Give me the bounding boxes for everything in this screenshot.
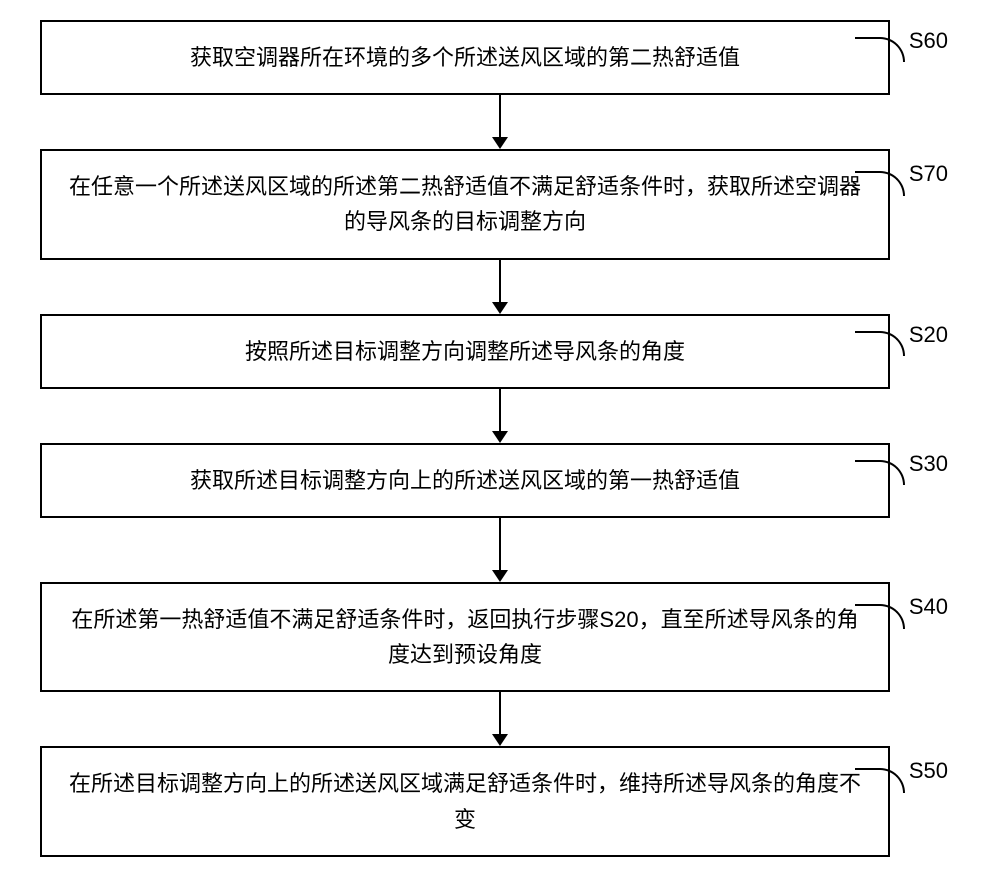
arrow-s40-s50 <box>75 692 925 746</box>
arrow-head <box>492 570 508 582</box>
step-box-s40: 在所述第一热舒适值不满足舒适条件时，返回执行步骤S20，直至所述导风条的角度达到… <box>40 582 890 692</box>
step-row-s70: 在任意一个所述送风区域的所述第二热舒适值不满足舒适条件时，获取所述空调器的导风条… <box>40 149 960 259</box>
step-row-s20: 按照所述目标调整方向调整所述导风条的角度 S20 <box>40 314 960 389</box>
step-row-s50: 在所述目标调整方向上的所述送风区域满足舒适条件时，维持所述导风条的角度不变 S5… <box>40 746 960 856</box>
connector-curve-s30 <box>855 460 905 485</box>
step-label-s50: S50 <box>909 758 948 784</box>
arrow-s20-s30 <box>75 389 925 443</box>
step-text-s60: 获取空调器所在环境的多个所述送风区域的第二热舒适值 <box>190 40 740 75</box>
arrow-head <box>492 302 508 314</box>
step-label-s30: S30 <box>909 451 948 477</box>
connector-curve-s40 <box>855 604 905 629</box>
arrow-line <box>499 692 501 734</box>
arrow-line <box>499 389 501 431</box>
step-text-s70: 在任意一个所述送风区域的所述第二热舒适值不满足舒适条件时，获取所述空调器的导风条… <box>62 169 868 239</box>
arrow-head <box>492 431 508 443</box>
step-box-s60: 获取空调器所在环境的多个所述送风区域的第二热舒适值 <box>40 20 890 95</box>
connector-curve-s20 <box>855 331 905 356</box>
connector-curve-s60 <box>855 37 905 62</box>
step-label-s40: S40 <box>909 594 948 620</box>
step-row-s30: 获取所述目标调整方向上的所述送风区域的第一热舒适值 S30 <box>40 443 960 518</box>
step-box-s30: 获取所述目标调整方向上的所述送风区域的第一热舒适值 <box>40 443 890 518</box>
arrow-line <box>499 518 501 570</box>
flowchart-container: 获取空调器所在环境的多个所述送风区域的第二热舒适值 S60 在任意一个所述送风区… <box>40 20 960 857</box>
step-text-s50: 在所述目标调整方向上的所述送风区域满足舒适条件时，维持所述导风条的角度不变 <box>62 766 868 836</box>
connector-curve-s50 <box>855 768 905 793</box>
arrow-s30-s40 <box>75 518 925 582</box>
connector-curve-s70 <box>855 171 905 196</box>
arrow-s70-s20 <box>75 260 925 314</box>
arrow-head <box>492 734 508 746</box>
step-text-s40: 在所述第一热舒适值不满足舒适条件时，返回执行步骤S20，直至所述导风条的角度达到… <box>62 602 868 672</box>
arrow-line <box>499 260 501 302</box>
step-label-s70: S70 <box>909 161 948 187</box>
step-label-s20: S20 <box>909 322 948 348</box>
step-label-s60: S60 <box>909 28 948 54</box>
step-text-s20: 按照所述目标调整方向调整所述导风条的角度 <box>245 334 685 369</box>
step-text-s30: 获取所述目标调整方向上的所述送风区域的第一热舒适值 <box>190 463 740 498</box>
step-row-s40: 在所述第一热舒适值不满足舒适条件时，返回执行步骤S20，直至所述导风条的角度达到… <box>40 582 960 692</box>
arrow-line <box>499 95 501 137</box>
step-box-s20: 按照所述目标调整方向调整所述导风条的角度 <box>40 314 890 389</box>
step-row-s60: 获取空调器所在环境的多个所述送风区域的第二热舒适值 S60 <box>40 20 960 95</box>
arrow-s60-s70 <box>75 95 925 149</box>
arrow-head <box>492 137 508 149</box>
step-box-s70: 在任意一个所述送风区域的所述第二热舒适值不满足舒适条件时，获取所述空调器的导风条… <box>40 149 890 259</box>
step-box-s50: 在所述目标调整方向上的所述送风区域满足舒适条件时，维持所述导风条的角度不变 <box>40 746 890 856</box>
